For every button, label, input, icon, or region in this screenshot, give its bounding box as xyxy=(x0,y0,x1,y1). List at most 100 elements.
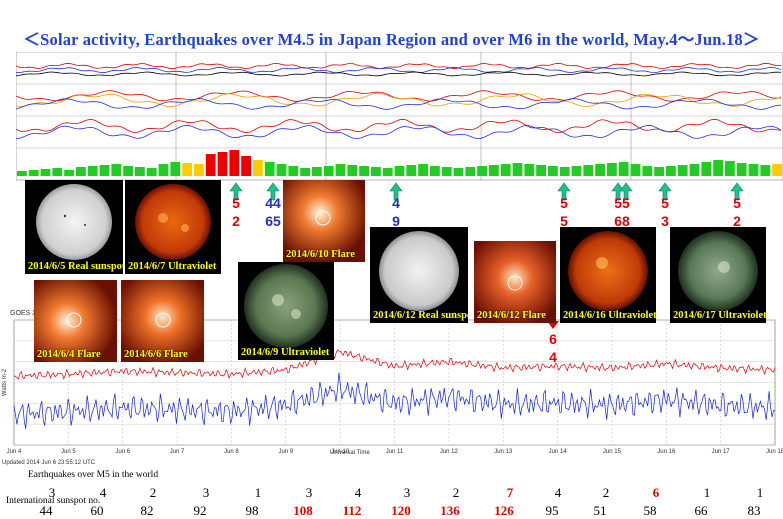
kp-bar xyxy=(595,164,605,176)
kp-bar xyxy=(559,167,570,176)
quake-count: 1 xyxy=(703,485,711,500)
electron-line xyxy=(16,92,782,108)
kp-bar xyxy=(40,169,51,176)
x-tick-label: Jun 15 xyxy=(603,449,622,455)
sunspot-count: 83 xyxy=(747,503,761,518)
sunspot-count: 82 xyxy=(140,503,154,518)
kp-bar xyxy=(713,160,723,176)
kp-bar xyxy=(229,150,240,176)
quake-count: 3 xyxy=(48,485,56,500)
quake-count: 3 xyxy=(202,485,210,500)
photo-uv-0616: 2014/6/16 Ultraviolet xyxy=(560,227,656,323)
x-tick-label: Jun 18 xyxy=(766,449,783,455)
photo-sunspot-0605: 2014/6/5 Real sunspot xyxy=(25,180,123,274)
electron-line xyxy=(16,98,782,110)
photo-caption: 2014/6/12 Real sunspot xyxy=(373,310,468,321)
sunspot-count: 112 xyxy=(342,503,362,518)
kp-bar xyxy=(99,165,110,176)
magnetometer-line xyxy=(16,124,782,140)
photo-caption: 2014/6/4 Flare xyxy=(37,349,101,360)
kp-bar xyxy=(17,171,27,176)
quake-count: 2 xyxy=(149,485,157,500)
quake-count: 4 xyxy=(354,485,362,500)
kp-bar xyxy=(217,152,228,176)
sunspot-count: 58 xyxy=(643,503,657,518)
sunspot-count: 60 xyxy=(90,503,104,518)
quake-count: 2 xyxy=(602,485,610,500)
kp-bar xyxy=(477,166,487,176)
x-tick-label: Jun 6 xyxy=(115,449,130,455)
kp-bar xyxy=(276,164,287,176)
quake-count: 1 xyxy=(254,485,262,500)
magnetometer-line xyxy=(16,118,782,134)
photo-flare-0610: 2014/6/10 Flare xyxy=(283,180,365,262)
kp-bar xyxy=(288,166,299,176)
y-axis-label: Watts m-2 xyxy=(2,368,8,396)
kp-bar xyxy=(736,163,747,176)
x-tick-label: Jun 5 xyxy=(61,449,76,455)
xray-series-line xyxy=(13,372,776,429)
kp-bar xyxy=(642,166,653,176)
kp-bar xyxy=(548,166,558,176)
kp-bar xyxy=(583,165,594,176)
quake-marker: 55 68 xyxy=(614,195,630,229)
kp-bar xyxy=(347,165,358,176)
quake-marker: 44 65 xyxy=(265,195,281,229)
kp-bar xyxy=(135,167,145,176)
kp-bar xyxy=(772,164,782,176)
kp-bar xyxy=(430,166,440,176)
kp-bar xyxy=(394,166,405,176)
photo-flare-0606: 2014/6/6 Flare xyxy=(121,280,204,362)
sunspot-count: 51 xyxy=(593,503,607,518)
kp-bar xyxy=(677,165,688,176)
kp-bar xyxy=(111,164,122,176)
kp-bar xyxy=(748,164,759,176)
kp-bar xyxy=(371,167,381,176)
quake-count: 2 xyxy=(452,485,460,500)
photo-uv-0607: 2014/6/7 Ultraviolet xyxy=(125,180,221,274)
kp-bar xyxy=(725,161,735,176)
kp-bar xyxy=(571,166,582,176)
kp-bar xyxy=(406,165,417,176)
kp-bar xyxy=(654,167,664,176)
kp-bar xyxy=(194,164,204,176)
photo-caption: 2014/6/10 Flare xyxy=(286,249,355,260)
sunspot-count: 126 xyxy=(494,503,514,518)
kp-bar xyxy=(64,170,74,176)
chart-footer: Updated 2014 Jun 6 23:55:12 UTC xyxy=(2,460,96,466)
kp-bar xyxy=(170,162,181,176)
sunspot-count: 98 xyxy=(245,503,259,518)
x-tick-label: Jun 17 xyxy=(712,449,731,455)
photo-caption: 2014/6/12 Flare xyxy=(477,310,546,321)
kp-bar xyxy=(453,168,464,176)
kp-bar xyxy=(158,164,169,176)
kp-bar xyxy=(123,166,133,176)
kp-bar xyxy=(28,170,39,176)
kp-bar xyxy=(618,162,629,176)
photo-uv-0609: 2014/6/9 Ultraviolet xyxy=(238,262,334,360)
kp-bar xyxy=(300,168,310,176)
photo-uv-0617: 2014/6/17 Ultraviolet xyxy=(670,227,766,323)
kp-bar xyxy=(205,154,216,176)
xray-flux-chart: Jun 4 Jun 5 Jun 6 Jun 7 Jun 8 Jun 9 Jun 10 Jun … xyxy=(0,310,783,470)
kp-bar xyxy=(465,167,476,176)
x-tick-label: Jun 10 xyxy=(331,449,350,455)
sunspot-count: 136 xyxy=(440,503,460,518)
kp-bar xyxy=(701,162,712,176)
photo-caption: 2014/6/5 Real sunspot xyxy=(28,261,123,272)
photo-caption: 2014/6/17 Ultraviolet xyxy=(673,310,766,321)
quake-count: 3 xyxy=(305,485,313,500)
sunspot-row-label: International sunspot no. xyxy=(6,496,101,506)
sunspot-count: 95 xyxy=(545,503,559,518)
quake-count: 4 xyxy=(554,485,562,500)
xray-series-line xyxy=(13,349,776,380)
kp-bar xyxy=(52,168,63,176)
quake-count: 4 xyxy=(99,485,107,500)
x-tick-label: Jun 4 xyxy=(7,449,22,455)
satellite-environment-strip xyxy=(16,52,783,182)
kp-bar xyxy=(441,167,452,176)
